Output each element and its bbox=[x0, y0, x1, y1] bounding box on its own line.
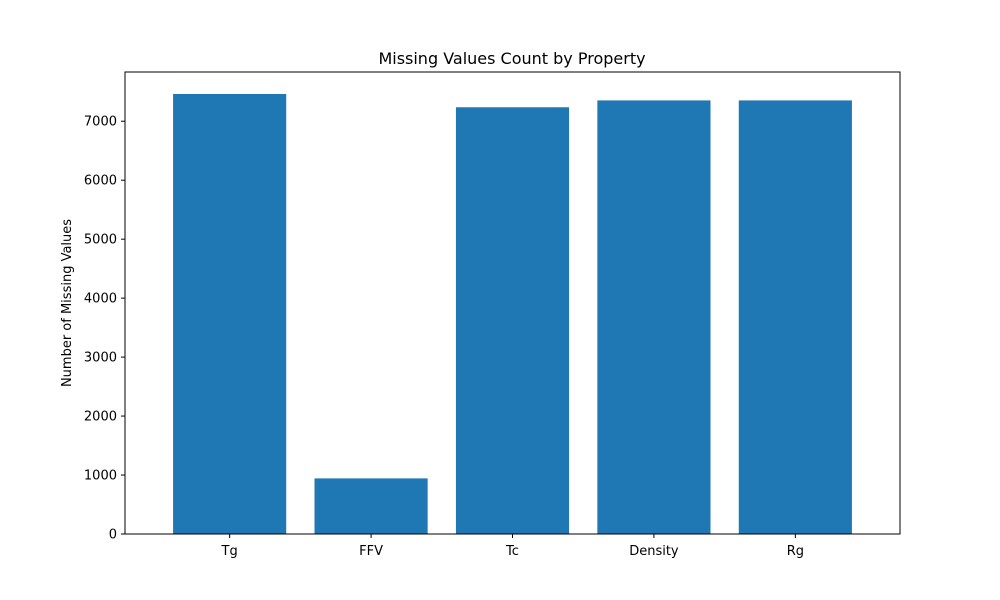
plot-area-frame bbox=[124, 71, 901, 535]
x-tick-label: Density bbox=[629, 544, 679, 559]
x-tick-label: Tc bbox=[505, 544, 519, 559]
x-tick-label: Tg bbox=[221, 544, 238, 559]
y-tick-label: 4000 bbox=[84, 292, 117, 307]
y-tick-label: 2000 bbox=[84, 410, 117, 425]
bar-rg bbox=[738, 100, 852, 535]
x-tick-label: FFV bbox=[359, 544, 383, 559]
y-tick-label: 0 bbox=[109, 528, 117, 543]
y-tick-label: 5000 bbox=[84, 233, 117, 248]
chart-title: Missing Values Count by Property bbox=[378, 49, 645, 68]
x-axis-ticks: Tg FFV Tc Density Rg bbox=[221, 534, 804, 559]
y-tick-label: 3000 bbox=[84, 351, 117, 366]
y-tick-label: 1000 bbox=[84, 469, 117, 484]
bar-density bbox=[597, 100, 711, 535]
x-tick-label: Rg bbox=[787, 544, 804, 559]
bar-tc bbox=[455, 107, 570, 534]
y-axis-ticks: 0 1000 2000 3000 4000 5000 6000 7000 bbox=[84, 115, 125, 543]
y-tick-label: 7000 bbox=[84, 115, 117, 130]
y-axis-title: Number of Missing Values bbox=[60, 219, 75, 387]
bar-ffv bbox=[314, 478, 428, 534]
bar-tg bbox=[173, 93, 287, 534]
y-tick-label: 6000 bbox=[84, 174, 117, 189]
bars-group bbox=[173, 93, 852, 535]
